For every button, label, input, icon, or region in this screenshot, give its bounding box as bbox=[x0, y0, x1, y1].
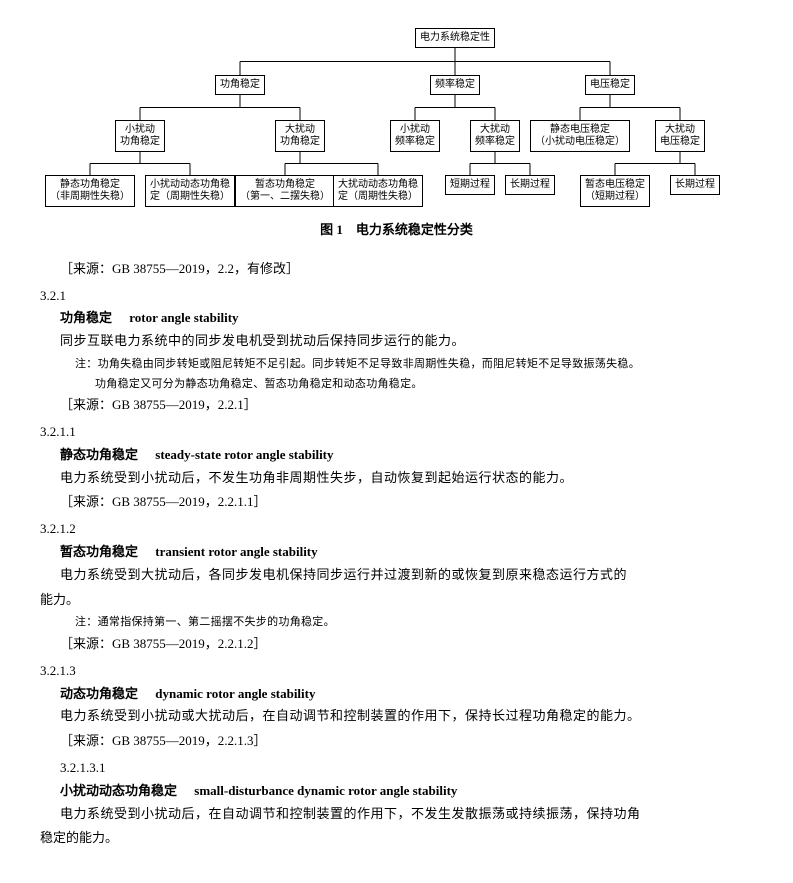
sec-321-note1b: 功角稳定又可分为静态功角稳定、暂态功角稳定和动态功角稳定。 bbox=[40, 376, 753, 394]
tree-node: 小扰动频率稳定 bbox=[390, 120, 440, 152]
sec-3212-body2: 能力。 bbox=[40, 590, 753, 611]
tree-node: 大扰动频率稳定 bbox=[470, 120, 520, 152]
tree-node: 静态功角稳定（非周期性失稳） bbox=[45, 175, 135, 207]
sec-3213-body: 电力系统受到小扰动或大扰动后，在自动调节和控制装置的作用下，保持长过程功角稳定的… bbox=[40, 706, 753, 727]
term-zh: 静态功角稳定 bbox=[60, 447, 138, 462]
sec-32131-term: 小扰动动态功角稳定 small-disturbance dynamic roto… bbox=[40, 781, 753, 802]
tree-node: 大扰动电压稳定 bbox=[655, 120, 705, 152]
tree-node: 小扰动动态功角稳定（周期性失稳） bbox=[145, 175, 235, 207]
sec-3212-body1: 电力系统受到大扰动后，各同步发电机保持同步运行并过渡到新的或恢复到原来稳态运行方… bbox=[40, 565, 753, 586]
tree-node: 电力系统稳定性 bbox=[415, 28, 495, 48]
sec-321-term: 功角稳定 rotor angle stability bbox=[40, 308, 753, 329]
tree-node: 短期过程 bbox=[445, 175, 495, 195]
sec-3212-source: ［来源：GB 38755—2019，2.2.1.2］ bbox=[40, 634, 753, 655]
sec-32131-body1: 电力系统受到小扰动后，在自动调节和控制装置的作用下，不发生发散振荡或持续振荡，保… bbox=[40, 804, 753, 825]
sec-3212-term: 暂态功角稳定 transient rotor angle stability bbox=[40, 542, 753, 563]
term-zh: 功角稳定 bbox=[60, 310, 112, 325]
sec-321-body: 同步互联电力系统中的同步发电机受到扰动后保持同步运行的能力。 bbox=[40, 331, 753, 352]
tree-node: 小扰动功角稳定 bbox=[115, 120, 165, 152]
tree-node: 大扰动功角稳定 bbox=[275, 120, 325, 152]
term-en: rotor angle stability bbox=[129, 310, 238, 325]
sec-321-note1: 注：功角失稳由同步转矩或阻尼转矩不足引起。同步转矩不足导致非周期性失稳，而阻尼转… bbox=[40, 356, 753, 374]
tree-node: 长期过程 bbox=[670, 175, 720, 195]
sec-32131-body2: 稳定的能力。 bbox=[40, 828, 753, 849]
figure-caption: 图 1 电力系统稳定性分类 bbox=[40, 220, 753, 241]
sec-3212-num: 3.2.1.2 bbox=[40, 519, 753, 540]
tree-node: 频率稳定 bbox=[430, 75, 480, 95]
stability-tree: 电力系统稳定性功角稳定 频率稳定 电压稳定小扰动功角稳定 大扰动功角稳定 小扰动频率稳定… bbox=[40, 20, 753, 210]
tree-node: 长期过程 bbox=[505, 175, 555, 195]
term-en: transient rotor angle stability bbox=[155, 544, 317, 559]
tree-node: 功角稳定 bbox=[215, 75, 265, 95]
sec-3212-note: 注：通常指保持第一、第二摇摆不失步的功角稳定。 bbox=[40, 614, 753, 632]
tree-node: 电压稳定 bbox=[585, 75, 635, 95]
term-en: dynamic rotor angle stability bbox=[155, 686, 315, 701]
sec-3213-source: ［来源：GB 38755—2019，2.2.1.3］ bbox=[40, 731, 753, 752]
sec-321-num: 3.2.1 bbox=[40, 286, 753, 307]
sec-3213-term: 动态功角稳定 dynamic rotor angle stability bbox=[40, 684, 753, 705]
term-zh: 小扰动动态功角稳定 bbox=[60, 783, 177, 798]
sec-32131-num: 3.2.1.3.1 bbox=[40, 758, 753, 779]
term-zh: 动态功角稳定 bbox=[60, 686, 138, 701]
sec-3211-num: 3.2.1.1 bbox=[40, 422, 753, 443]
tree-node: 大扰动动态功角稳定（周期性失稳） bbox=[333, 175, 423, 207]
sec-3211-source: ［来源：GB 38755—2019，2.2.1.1］ bbox=[40, 492, 753, 513]
sec-321-source: ［来源：GB 38755—2019，2.2.1］ bbox=[40, 395, 753, 416]
sec-3211-body: 电力系统受到小扰动后，不发生功角非周期性失步，自动恢复到起始运行状态的能力。 bbox=[40, 468, 753, 489]
tree-node: 暂态功角稳定（第一、二摆失稳） bbox=[235, 175, 335, 207]
tree-node: 暂态电压稳定（短期过程） bbox=[580, 175, 650, 207]
sec-3211-term: 静态功角稳定 steady-state rotor angle stabilit… bbox=[40, 445, 753, 466]
source-main: ［来源：GB 38755—2019，2.2，有修改］ bbox=[40, 259, 753, 280]
term-en: small-disturbance dynamic rotor angle st… bbox=[194, 783, 457, 798]
tree-node: 静态电压稳定（小扰动电压稳定） bbox=[530, 120, 630, 152]
term-en: steady-state rotor angle stability bbox=[155, 447, 333, 462]
term-zh: 暂态功角稳定 bbox=[60, 544, 138, 559]
sec-3213-num: 3.2.1.3 bbox=[40, 661, 753, 682]
